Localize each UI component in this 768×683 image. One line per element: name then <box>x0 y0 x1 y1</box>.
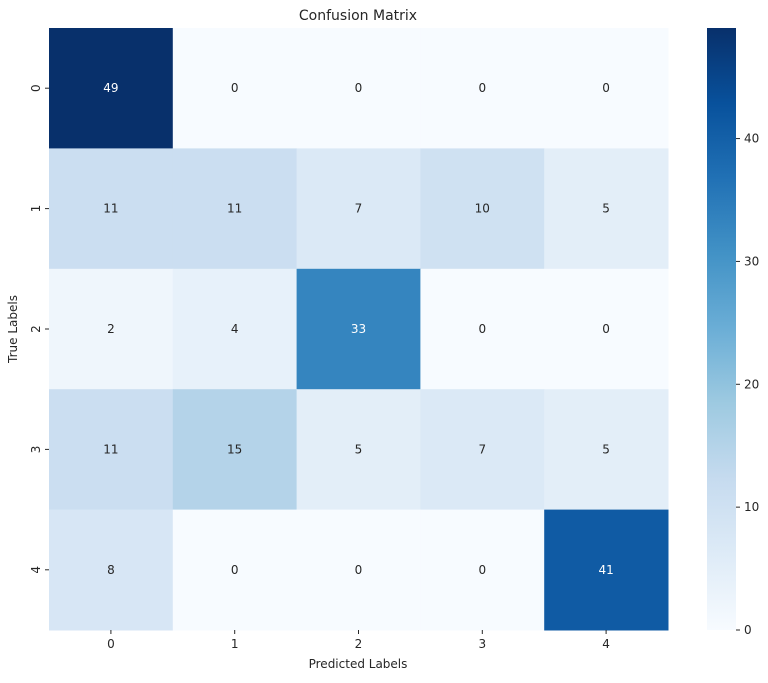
cell-annotation: 0 <box>231 563 239 577</box>
cell-annotation: 0 <box>478 563 486 577</box>
heatmap-cell <box>544 268 669 390</box>
cell-annotation: 7 <box>355 202 363 216</box>
y-tick-label: 1 <box>29 205 43 213</box>
cell-annotation: 0 <box>478 81 486 95</box>
y-tick-label: 2 <box>29 325 43 333</box>
heatmap-cell <box>544 509 669 631</box>
heatmap-cell <box>544 389 669 511</box>
heatmap-cell <box>172 509 298 631</box>
colorbar-tick-label: 0 <box>744 623 752 637</box>
heatmap-cells: 49 0 0 0 0 11 11 7 10 5 2 4 33 0 0 11 15 5 7 5 8 0 0 0 41 <box>49 28 669 631</box>
x-tick-label: 2 <box>355 637 363 651</box>
cell-annotation: 11 <box>227 202 242 216</box>
colorbar-tick-label: 30 <box>744 254 759 268</box>
cell-annotation: 33 <box>351 322 366 336</box>
heatmap-cell <box>49 509 174 631</box>
heatmap-cell <box>420 268 545 390</box>
chart-title: Confusion Matrix <box>299 8 417 24</box>
heatmap-cell <box>49 268 174 390</box>
axis-ticks: 0 1 2 3 4 0 1 2 3 4 <box>29 84 610 651</box>
heatmap-cell <box>49 28 174 149</box>
heatmap-cell <box>172 268 298 390</box>
cell-annotation: 0 <box>355 81 363 95</box>
colorbar-ticks: 0 10 20 30 40 <box>736 132 759 637</box>
heatmap-cell <box>49 389 174 511</box>
cell-annotation: 4 <box>231 322 239 336</box>
cell-annotation: 11 <box>103 202 118 216</box>
heatmap-cell <box>49 148 174 270</box>
cell-annotation: 5 <box>355 442 363 456</box>
heatmap-cell <box>296 148 421 270</box>
y-tick-label: 4 <box>29 566 43 574</box>
cell-annotation: 0 <box>478 322 486 336</box>
heatmap-cell <box>544 28 669 149</box>
heatmap-cell <box>544 148 669 270</box>
x-tick-label: 0 <box>107 637 115 651</box>
heatmap-cell <box>172 28 298 149</box>
cell-annotation: 0 <box>355 563 363 577</box>
y-tick-label: 0 <box>29 84 43 92</box>
cell-annotation: 7 <box>478 442 486 456</box>
cell-annotation: 2 <box>107 322 115 336</box>
heatmap-cell <box>296 509 421 631</box>
cell-annotation: 0 <box>602 81 610 95</box>
colorbar-tick-label: 40 <box>744 132 759 146</box>
heatmap-cell <box>420 389 545 511</box>
cell-annotation: 5 <box>602 202 610 216</box>
colorbar-tick-label: 10 <box>744 500 759 514</box>
x-tick-label: 3 <box>478 637 486 651</box>
x-tick-label: 1 <box>231 637 239 651</box>
y-tick-label: 3 <box>29 446 43 454</box>
cell-annotation: 10 <box>475 202 490 216</box>
heatmap-cell <box>296 28 421 149</box>
cell-annotation: 0 <box>602 322 610 336</box>
heatmap-cell <box>420 509 545 631</box>
cell-annotation: 8 <box>107 563 115 577</box>
y-axis-label: True Labels <box>6 295 20 364</box>
colorbar-tick-label: 20 <box>744 377 759 391</box>
heatmap-cell <box>420 148 545 270</box>
x-axis-label: Predicted Labels <box>309 657 408 671</box>
heatmap-cell <box>296 389 421 511</box>
colorbar <box>707 28 736 630</box>
cell-annotation: 5 <box>602 442 610 456</box>
cell-annotation: 41 <box>598 563 613 577</box>
cell-annotation: 15 <box>227 442 242 456</box>
heatmap-cell <box>172 389 298 511</box>
x-tick-label: 4 <box>602 637 610 651</box>
cell-annotation: 0 <box>231 81 239 95</box>
heatmap-cell <box>296 268 421 390</box>
heatmap-cell <box>420 28 545 149</box>
cell-annotation: 11 <box>103 442 118 456</box>
heatmap-cell <box>172 148 298 270</box>
cell-annotation: 49 <box>103 81 118 95</box>
